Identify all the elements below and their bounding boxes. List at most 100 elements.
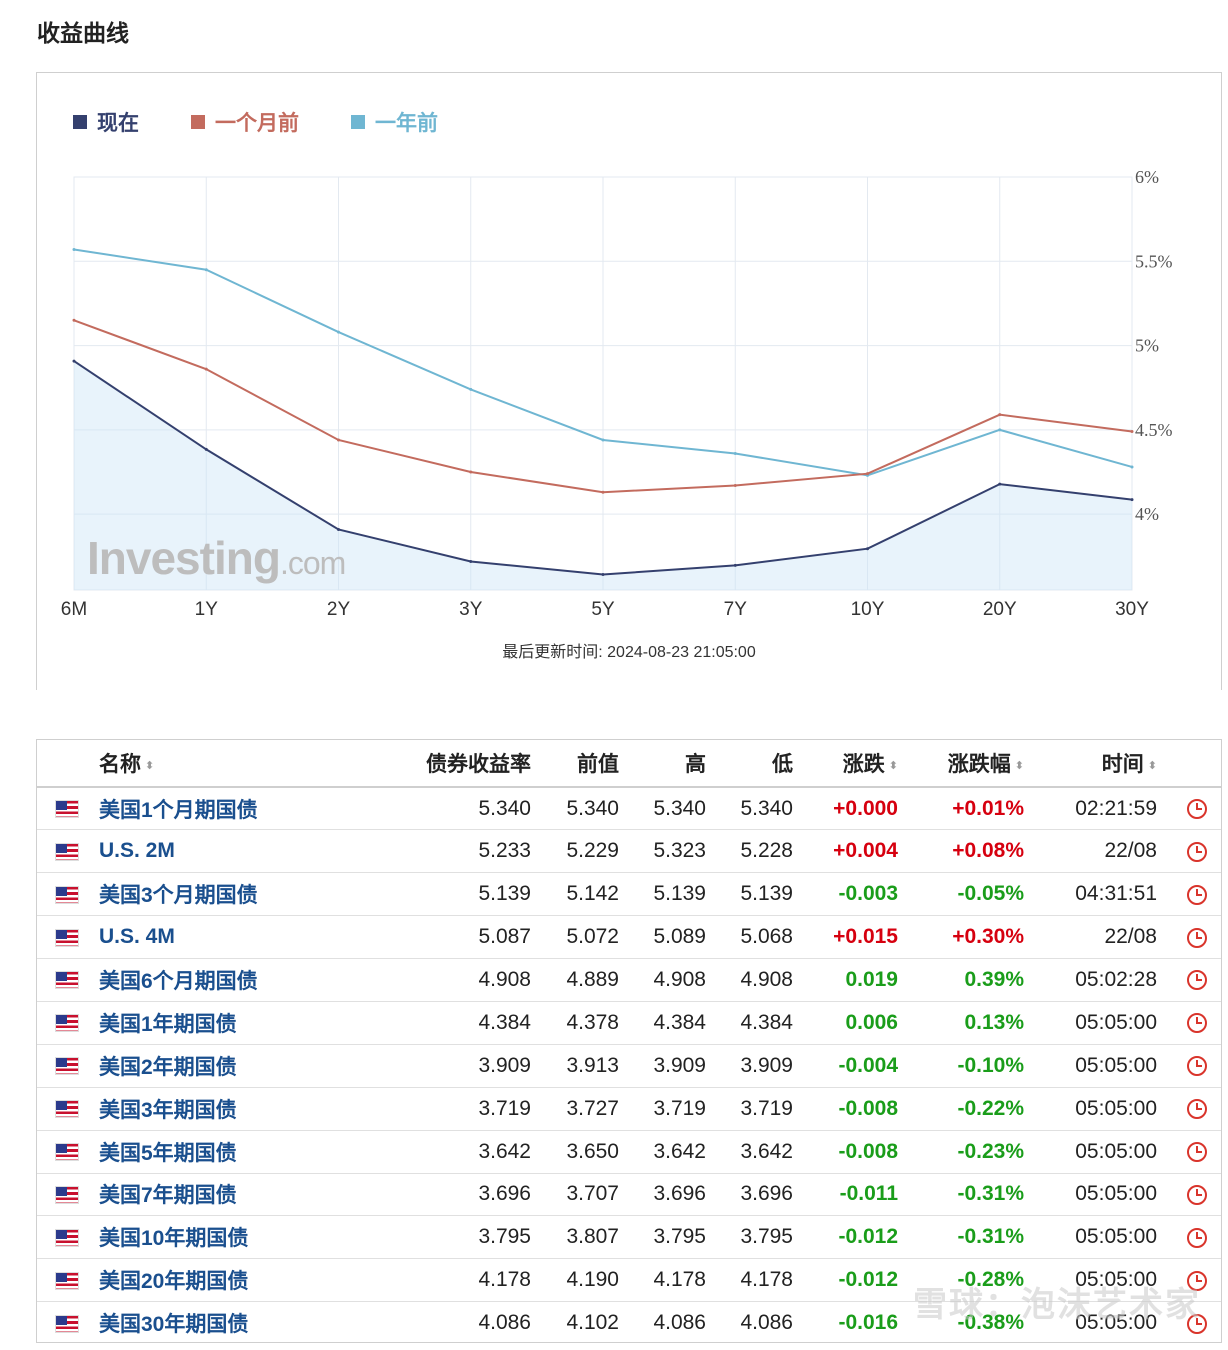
clock-cell[interactable] <box>1171 1044 1221 1088</box>
low-cell: 3.696 <box>720 1173 807 1217</box>
data-point <box>866 547 869 551</box>
legend-item[interactable]: 现在 <box>73 107 139 137</box>
bond-name-link[interactable]: 美国2年期国债 <box>99 1055 237 1079</box>
legend-item[interactable]: 一个月前 <box>191 107 299 137</box>
bond-name-link[interactable]: 美国6个月期国债 <box>99 970 258 993</box>
time-col-header[interactable]: 时间 ⬍ <box>1038 740 1171 788</box>
bond-name-link[interactable]: 美国1年期国债 <box>99 1012 237 1036</box>
name-cell[interactable]: U.S. 2M <box>99 829 359 874</box>
sort-icon[interactable]: ⬍ <box>145 759 155 772</box>
legend-item[interactable]: 一年前 <box>351 107 438 137</box>
sort-icon[interactable]: ⬍ <box>1147 759 1157 772</box>
table-row[interactable]: 美国5年期国债 3.642 3.650 3.642 3.642 -0.008 -0.23% 0… <box>37 1130 1221 1174</box>
name-cell[interactable]: 美国20年期国债 <box>99 1258 359 1303</box>
clock-cell[interactable] <box>1171 1173 1221 1217</box>
change-cell: -0.003 <box>807 872 912 917</box>
data-point <box>469 470 473 474</box>
name-col-header[interactable]: 名称 ⬍ <box>99 740 359 788</box>
data-point <box>733 451 737 455</box>
table-row[interactable]: U.S. 4M 5.087 5.072 5.089 5.068 +0.015 +0.30% 2… <box>37 915 1221 960</box>
flag-cell <box>37 1087 99 1131</box>
clock-cell[interactable] <box>1171 829 1221 874</box>
yield-cell: 5.087 <box>359 915 545 960</box>
clock-icon[interactable] <box>1187 841 1207 862</box>
table-row[interactable]: 美国3个月期国债 5.139 5.142 5.139 5.139 -0.003 -0.05%… <box>37 872 1221 917</box>
change-col-header[interactable]: 涨跌 ⬍ <box>807 740 912 788</box>
table-row[interactable]: 美国6个月期国债 4.908 4.889 4.908 4.908 0.019 0.39% 05… <box>37 958 1221 1002</box>
table-row[interactable]: U.S. 2M 5.233 5.229 5.323 5.228 +0.004 +0.08% 2… <box>37 829 1221 874</box>
clock-icon[interactable] <box>1187 1270 1207 1291</box>
bond-name-link[interactable]: 美国30年期国债 <box>99 1313 249 1337</box>
flag-cell <box>37 1130 99 1174</box>
clock-icon[interactable] <box>1187 970 1207 991</box>
high-cell: 3.795 <box>633 1215 720 1260</box>
change-pct-col-header[interactable]: 涨跌幅 ⬍ <box>912 740 1038 788</box>
clock-icon[interactable] <box>1187 1313 1207 1334</box>
name-cell[interactable]: 美国2年期国债 <box>99 1044 359 1088</box>
table-row[interactable]: 美国2年期国债 3.909 3.913 3.909 3.909 -0.004 -0.10% 0… <box>37 1044 1221 1088</box>
clock-cell[interactable] <box>1171 1301 1221 1342</box>
table-row[interactable]: 美国1年期国债 4.384 4.378 4.384 4.384 0.006 0.13% 05:… <box>37 1001 1221 1045</box>
name-cell[interactable]: 美国1个月期国债 <box>99 787 359 831</box>
legend-swatch <box>73 115 87 129</box>
clock-icon[interactable] <box>1187 1013 1207 1034</box>
table-row[interactable]: 美国20年期国债 4.178 4.190 4.178 4.178 -0.012 -0.28%… <box>37 1258 1221 1303</box>
bond-name-link[interactable]: 美国3个月期国债 <box>99 884 258 908</box>
name-cell[interactable]: U.S. 4M <box>99 915 359 960</box>
change-cell: -0.008 <box>807 1087 912 1131</box>
clock-cell[interactable] <box>1171 1001 1221 1045</box>
clock-cell[interactable] <box>1171 1258 1221 1303</box>
clock-cell[interactable] <box>1171 915 1221 960</box>
clock-icon[interactable] <box>1187 884 1207 905</box>
us-flag-icon <box>55 842 79 861</box>
name-cell[interactable]: 美国7年期国债 <box>99 1173 359 1217</box>
table-row[interactable]: 美国10年期国债 3.795 3.807 3.795 3.795 -0.012 -0.31%… <box>37 1215 1221 1260</box>
table-row[interactable]: 美国1个月期国债 5.340 5.340 5.340 5.340 +0.000 +0.01%… <box>37 787 1221 831</box>
clock-icon[interactable] <box>1187 1099 1207 1120</box>
clock-icon[interactable] <box>1187 1056 1207 1077</box>
data-point <box>469 387 473 391</box>
name-cell[interactable]: 美国30年期国债 <box>99 1301 359 1342</box>
clock-cell[interactable] <box>1171 872 1221 917</box>
bond-name-link[interactable]: 美国3年期国债 <box>99 1098 237 1122</box>
change-pct-cell: 0.13% <box>912 1001 1038 1045</box>
us-flag-icon <box>55 1185 79 1204</box>
clock-icon[interactable] <box>1187 927 1207 948</box>
high-cell: 3.719 <box>633 1087 720 1131</box>
name-cell[interactable]: 美国3个月期国债 <box>99 872 359 917</box>
table-row[interactable]: 美国3年期国债 3.719 3.727 3.719 3.719 -0.008 -0.22% 0… <box>37 1087 1221 1131</box>
clock-icon[interactable] <box>1187 1227 1207 1248</box>
high-cell: 5.323 <box>633 829 720 874</box>
name-cell[interactable]: 美国5年期国债 <box>99 1130 359 1174</box>
time-cell: 05:05:00 <box>1038 1044 1171 1088</box>
table-row[interactable]: 美国7年期国债 3.696 3.707 3.696 3.696 -0.011 -0.31% 0… <box>37 1173 1221 1217</box>
bond-name-link[interactable]: 美国20年期国债 <box>99 1270 249 1294</box>
sort-icon[interactable]: ⬍ <box>888 759 898 772</box>
clock-cell[interactable] <box>1171 958 1221 1002</box>
flag-cell <box>37 787 99 831</box>
bond-name-link[interactable]: 美国1个月期国债 <box>99 798 258 822</box>
bond-name-link[interactable]: U.S. 4M <box>99 925 175 949</box>
name-cell[interactable]: 美国1年期国债 <box>99 1001 359 1045</box>
clock-icon[interactable] <box>1187 1184 1207 1205</box>
clock-cell[interactable] <box>1171 1130 1221 1174</box>
bond-name-link[interactable]: 美国5年期国债 <box>99 1141 237 1165</box>
name-cell[interactable]: 美国6个月期国债 <box>99 958 359 1002</box>
clock-cell[interactable] <box>1171 1087 1221 1131</box>
data-point <box>998 482 1002 486</box>
change-cell: -0.011 <box>807 1173 912 1217</box>
name-cell[interactable]: 美国3年期国债 <box>99 1087 359 1131</box>
clock-icon[interactable] <box>1187 799 1207 820</box>
clock-cell[interactable] <box>1171 1215 1221 1260</box>
table-row[interactable]: 美国30年期国债 4.086 4.102 4.086 4.086 -0.016 -0.38%… <box>37 1301 1221 1342</box>
clock-cell[interactable] <box>1171 787 1221 831</box>
bond-name-link[interactable]: 美国10年期国债 <box>99 1227 249 1251</box>
name-cell[interactable]: 美国10年期国债 <box>99 1215 359 1260</box>
bond-name-link[interactable]: U.S. 2M <box>99 839 175 863</box>
flag-cell <box>37 829 99 874</box>
clock-icon[interactable] <box>1187 1142 1207 1163</box>
sort-icon[interactable]: ⬍ <box>1014 759 1024 772</box>
time-cell: 05:05:00 <box>1038 1258 1171 1303</box>
change-header-label: 涨跌 <box>842 753 885 776</box>
bond-name-link[interactable]: 美国7年期国债 <box>99 1184 237 1208</box>
